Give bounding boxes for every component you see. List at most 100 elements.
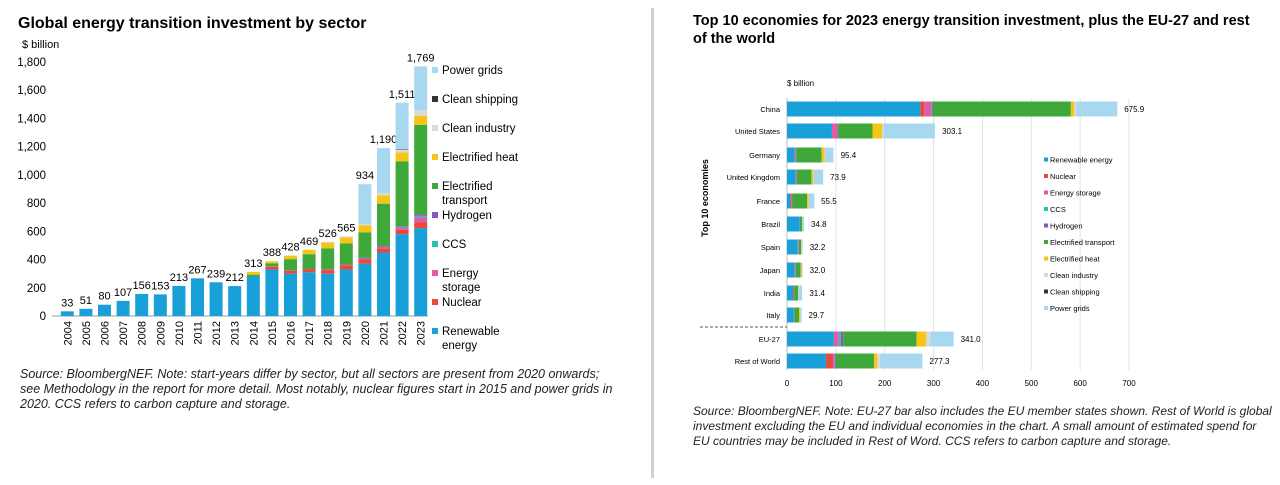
x-tick-label: 2022 bbox=[397, 321, 409, 345]
category-label: Spain bbox=[761, 243, 780, 252]
category-label: United States bbox=[735, 127, 780, 136]
bar-segment-power-grids bbox=[883, 123, 936, 139]
category-label: EU-27 bbox=[759, 335, 780, 344]
legend-label: Renewable energy bbox=[442, 326, 500, 352]
bar-total-label: 32.2 bbox=[810, 243, 826, 252]
bar-total-label: 1,769 bbox=[407, 52, 435, 64]
legend-swatch bbox=[432, 328, 438, 334]
bar-segment-renewable-energy bbox=[98, 304, 111, 316]
bar-total-label: 156 bbox=[133, 280, 151, 292]
bar-total-label: 29.7 bbox=[809, 311, 825, 320]
legend-swatch bbox=[1044, 157, 1048, 162]
bar-total-label: 469 bbox=[300, 236, 318, 248]
y-tick-label: 1,600 bbox=[17, 85, 46, 97]
bar-segment-energy-storage bbox=[794, 147, 796, 163]
x-tick-label: 2019 bbox=[341, 321, 353, 345]
bar-segment-renewable-energy bbox=[787, 101, 921, 117]
bar-segment-electrified-heat bbox=[302, 249, 316, 255]
bar-segment-nuclear bbox=[920, 101, 925, 117]
legend-label: Energy storage bbox=[442, 268, 480, 294]
bar-segment-electrified-heat bbox=[358, 225, 372, 233]
legend-label: Hydrogen bbox=[1050, 222, 1083, 231]
bar-segment-hydrogen bbox=[395, 226, 409, 227]
legend-label: Clean shipping bbox=[442, 94, 518, 106]
bar-segment-electrified-transport bbox=[843, 331, 917, 347]
bar-segment-energy-storage bbox=[793, 307, 795, 323]
bar-segment-electrified-heat bbox=[873, 353, 878, 369]
bar-segment-renewable-energy bbox=[787, 285, 794, 301]
bar-segment-electrified-transport bbox=[835, 353, 874, 369]
legend-swatch bbox=[432, 154, 438, 160]
bar-segment-hydrogen bbox=[840, 331, 844, 347]
x-tick-label: 2011 bbox=[193, 321, 205, 345]
bar-total-label: 34.8 bbox=[811, 220, 827, 229]
bar-segment-electrified-transport bbox=[246, 274, 260, 277]
bar-total-label: 32.0 bbox=[810, 266, 826, 275]
bar-segment-ccs bbox=[414, 215, 428, 218]
legend-label: Energy storage bbox=[1050, 189, 1101, 198]
legend-swatch bbox=[1044, 306, 1048, 310]
x-tick-label: 2006 bbox=[100, 321, 112, 345]
x-tick-label: 2017 bbox=[304, 321, 316, 345]
bar-segment-electrified-heat bbox=[414, 115, 428, 125]
bar-segment-power-grids bbox=[825, 147, 834, 163]
bar-segment-renewable-energy bbox=[787, 123, 832, 139]
bar-segment-clean-industry bbox=[926, 331, 931, 347]
bar-segment-renewable-energy bbox=[787, 169, 796, 185]
bar-segment-renewable-energy bbox=[228, 286, 242, 316]
legend-label: Renewable energy bbox=[1050, 156, 1113, 165]
bar-segment-renewable-energy bbox=[787, 193, 791, 209]
bar-segment-electrified-heat bbox=[872, 123, 883, 139]
sector-investment-chart: $ billion 0 200 400 600 800 1,000 1,200 1,400 1,6… bbox=[17, 39, 519, 352]
bar-segment-nuclear bbox=[339, 265, 353, 270]
bar-segment-renewable-energy bbox=[787, 331, 834, 347]
legend-label: Clean industry bbox=[442, 123, 516, 135]
bar-segment-electrified-heat bbox=[284, 255, 297, 260]
bar-total-label: 313 bbox=[244, 258, 262, 270]
bar-total-label: 277.3 bbox=[929, 357, 950, 366]
bar-segment-clean-industry bbox=[395, 149, 409, 153]
bar-segment-renewable-energy bbox=[414, 228, 428, 316]
bar-segment-clean-industry bbox=[882, 123, 884, 139]
category-label: Germany bbox=[749, 151, 780, 160]
legend-label: Power grids bbox=[1050, 304, 1090, 313]
bar-segment-power-grids bbox=[802, 216, 805, 232]
bar-total-label: 153 bbox=[151, 280, 169, 292]
bar-segment-ccs bbox=[838, 331, 841, 347]
bar-segment-renewable-energy bbox=[246, 276, 260, 316]
legend-label: Clean industry bbox=[1050, 271, 1098, 280]
bar-total-label: 33 bbox=[61, 297, 73, 309]
bar-segment-renewable-energy bbox=[787, 147, 795, 163]
bar-segment-nuclear bbox=[793, 285, 795, 301]
bar-segment-power-grids bbox=[358, 184, 372, 224]
bar-segment-power-grids bbox=[801, 262, 803, 278]
bar-segment-renewable-energy bbox=[787, 239, 798, 255]
y-tick-label: 200 bbox=[27, 283, 46, 295]
bar-segment-electrified-transport bbox=[395, 161, 409, 227]
bar-segment-nuclear bbox=[302, 269, 316, 273]
bar-total-label: 675.9 bbox=[1124, 105, 1145, 114]
bar-segment-hydrogen bbox=[798, 239, 799, 255]
panel-divider bbox=[651, 8, 654, 478]
bar-segment-electrified-transport bbox=[358, 232, 372, 258]
legend-swatch bbox=[432, 125, 438, 131]
x-tick-label: 2013 bbox=[230, 321, 242, 345]
bar-total-label: 80 bbox=[98, 291, 110, 303]
bar-total-label: 934 bbox=[356, 170, 374, 182]
bar-segment-electrified-heat bbox=[321, 242, 335, 249]
category-label: France bbox=[757, 197, 780, 206]
category-label: Rest of World bbox=[735, 357, 780, 366]
bar-total-label: 388 bbox=[263, 247, 281, 259]
y-tick-label: 1,400 bbox=[17, 113, 46, 125]
bar-segment-electrified-heat bbox=[821, 147, 825, 163]
bar-segment-electrified-transport bbox=[794, 285, 799, 301]
legend-label: Electrified heat bbox=[1050, 255, 1101, 264]
category-label: Brazil bbox=[761, 220, 780, 229]
bar-total-label: 212 bbox=[226, 272, 244, 284]
y-tick-label: 800 bbox=[27, 198, 46, 210]
bar-segment-nuclear bbox=[395, 229, 409, 235]
bar-segment-electrified-heat bbox=[801, 239, 802, 255]
x-tick-label: 0 bbox=[785, 379, 790, 388]
y-tick-label: 1,800 bbox=[17, 57, 46, 69]
left-source-note: Source: BloombergNEF. Note: start-years … bbox=[20, 367, 613, 411]
